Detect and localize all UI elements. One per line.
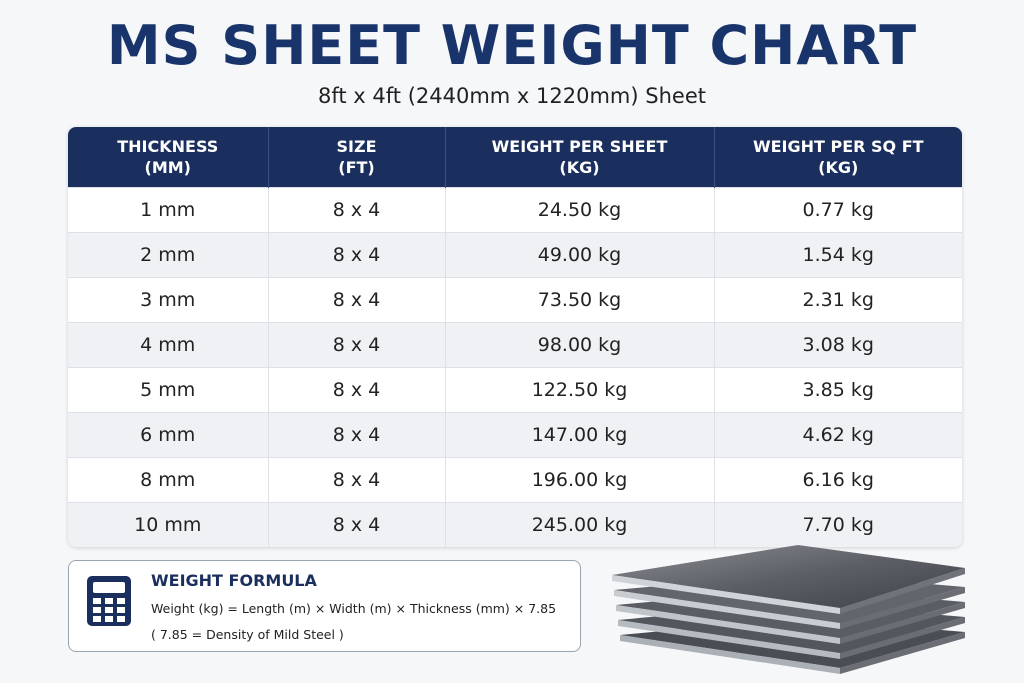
table-cell: 49.00 kg	[445, 232, 715, 278]
header-line: (KG)	[818, 158, 859, 177]
table-cell: 24.50 kg	[445, 187, 715, 233]
table-cell: 5 mm	[68, 367, 269, 413]
table-cell: 73.50 kg	[445, 277, 715, 323]
table-cell: 122.50 kg	[445, 367, 715, 413]
table-row: 8 mm 8 x 4 196.00 kg 6.16 kg	[68, 457, 962, 503]
title: MS SHEET WEIGHT CHART	[106, 14, 918, 77]
header-line: SIZE	[336, 137, 377, 156]
table-cell: 245.00 kg	[445, 502, 715, 547]
header-line: (FT)	[338, 158, 375, 177]
table-cell: 2 mm	[68, 232, 269, 278]
table-cell: 8 x 4	[268, 322, 446, 368]
header-row: THICKNESS (MM) SIZE (FT) WEIGHT PER SHEET (KG…	[68, 127, 962, 188]
column-header: WEIGHT PER SQ FT (KG)	[714, 127, 962, 188]
header-line: WEIGHT PER SHEET	[491, 137, 668, 156]
header-line: THICKNESS	[117, 137, 219, 156]
table-cell: 3.08 kg	[714, 322, 962, 368]
table-cell: 196.00 kg	[445, 457, 715, 503]
table-row: 10 mm 8 x 4 245.00 kg 7.70 kg	[68, 502, 962, 547]
table-cell: 2.31 kg	[714, 277, 962, 323]
table-cell: 8 x 4	[268, 232, 446, 278]
weight-table: THICKNESS (MM) SIZE (FT) WEIGHT PER SHEET (KG…	[68, 127, 962, 547]
calculator-icon	[87, 576, 131, 626]
table-cell: 4 mm	[68, 322, 269, 368]
formula-box: WEIGHT FORMULA Weight (kg) = Length (m) …	[68, 560, 581, 652]
table-cell: 147.00 kg	[445, 412, 715, 458]
column-header: WEIGHT PER SHEET (KG)	[445, 127, 715, 188]
table-cell: 8 x 4	[268, 367, 446, 413]
steel-sheets-image	[612, 545, 965, 674]
table-row: 2 mm 8 x 4 49.00 kg 1.54 kg	[68, 232, 962, 278]
table-cell: 0.77 kg	[714, 187, 962, 233]
table-cell: 4.62 kg	[714, 412, 962, 458]
table-cell: 1.54 kg	[714, 232, 962, 278]
table-row: 6 mm 8 x 4 147.00 kg 4.62 kg	[68, 412, 962, 458]
table-cell: 3 mm	[68, 277, 269, 323]
table-cell: 6 mm	[68, 412, 269, 458]
table-cell: 7.70 kg	[714, 502, 962, 547]
formula-note: ( 7.85 = Density of Mild Steel )	[151, 627, 344, 642]
header-line: (MM)	[144, 158, 191, 177]
header-line: (KG)	[559, 158, 600, 177]
table-row: 4 mm 8 x 4 98.00 kg 3.08 kg	[68, 322, 962, 368]
table-cell: 8 x 4	[268, 277, 446, 323]
table-cell: 8 x 4	[268, 502, 446, 547]
subtitle: 8ft x 4ft (2440mm x 1220mm) Sheet	[318, 84, 706, 108]
column-header: SIZE (FT)	[268, 127, 446, 188]
table-cell: 8 mm	[68, 457, 269, 503]
table-row: 5 mm 8 x 4 122.50 kg 3.85 kg	[68, 367, 962, 413]
table-body: 1 mm 8 x 4 24.50 kg 0.77 kg 2 mm 8 x 4 49.00 k…	[68, 187, 962, 547]
table-cell: 10 mm	[68, 502, 269, 547]
table-row: 3 mm 8 x 4 73.50 kg 2.31 kg	[68, 277, 962, 323]
table-row: 1 mm 8 x 4 24.50 kg 0.77 kg	[68, 187, 962, 233]
table-cell: 6.16 kg	[714, 457, 962, 503]
table-cell: 98.00 kg	[445, 322, 715, 368]
table-cell: 8 x 4	[268, 412, 446, 458]
header-line: WEIGHT PER SQ FT	[752, 137, 924, 156]
table-cell: 8 x 4	[268, 457, 446, 503]
column-header: THICKNESS (MM)	[68, 127, 269, 188]
formula-equation: Weight (kg) = Length (m) × Width (m) × T…	[151, 601, 557, 616]
table-cell: 1 mm	[68, 187, 269, 233]
table-cell: 8 x 4	[268, 187, 446, 233]
formula-title: WEIGHT FORMULA	[151, 571, 317, 590]
table-cell: 3.85 kg	[714, 367, 962, 413]
